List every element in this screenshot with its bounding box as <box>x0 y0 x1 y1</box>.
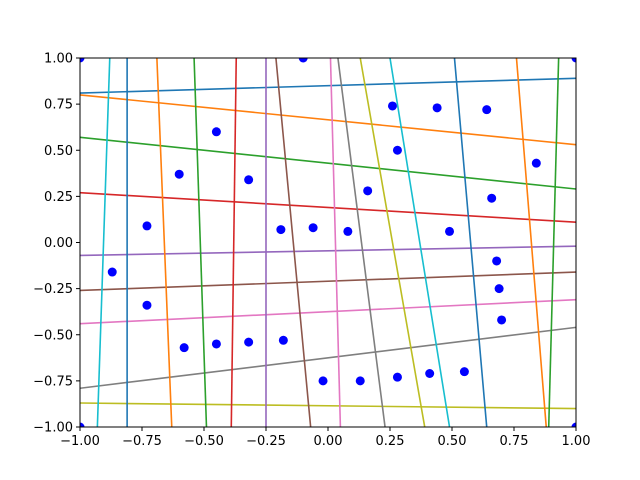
scatter-point <box>244 175 254 185</box>
series-line-17 <box>329 58 342 427</box>
series-line-19 <box>359 58 426 427</box>
scatter-point <box>487 193 497 203</box>
series-line-10 <box>96 58 111 427</box>
scatter-point <box>571 58 576 63</box>
scatter-point <box>244 337 254 347</box>
scatter-point <box>363 186 373 196</box>
scatter-point <box>276 225 286 235</box>
series-line-12 <box>156 58 173 427</box>
y-axis: −1.00 −0.75 −0.50 −0.25 0.00 0.25 0.50 0.75 1.00 <box>33 52 80 436</box>
y-tick-label: 0.75 <box>44 98 73 113</box>
scatter-points <box>80 58 576 427</box>
scatter-point <box>308 223 318 233</box>
scatter-point <box>497 315 507 325</box>
scatter-point <box>355 376 365 386</box>
scatter-point <box>298 58 308 63</box>
series-line-14 <box>230 58 238 427</box>
y-tick-label: 0.25 <box>44 190 73 205</box>
series-line-22 <box>515 58 548 427</box>
x-tick-label: 0.25 <box>376 434 405 449</box>
x-tick-label: −0.25 <box>246 434 286 449</box>
scatter-point <box>482 105 492 115</box>
series-line-20 <box>389 58 451 427</box>
scatter-point <box>80 422 85 427</box>
scatter-point <box>211 339 221 349</box>
y-tick-label: −0.50 <box>33 328 73 343</box>
x-tick-label: 0.75 <box>500 434 529 449</box>
x-tick-label: 0.00 <box>314 434 343 449</box>
series-line-9 <box>80 402 576 410</box>
y-tick-label: 1.00 <box>44 52 73 67</box>
scatter-point <box>459 367 469 377</box>
scatter-point <box>425 368 435 378</box>
y-tick-label: −1.00 <box>33 421 73 436</box>
scatter-point <box>531 158 541 168</box>
series-line-8 <box>80 326 576 390</box>
series-line-16 <box>275 58 312 427</box>
series-line-2 <box>80 94 576 146</box>
y-tick-label: 0.50 <box>44 144 73 159</box>
series-line-1 <box>80 77 576 94</box>
scatter-point <box>211 127 221 137</box>
y-tick-label: −0.25 <box>33 282 73 297</box>
x-tick-label: −0.75 <box>122 434 162 449</box>
scatter-point <box>392 372 402 382</box>
scatter-point <box>432 103 442 113</box>
scatter-point <box>80 58 85 63</box>
series-line-3 <box>80 136 576 190</box>
x-tick-label: −1.00 <box>60 434 100 449</box>
y-tick-label: −0.75 <box>33 374 73 389</box>
x-tick-label: −0.50 <box>184 434 224 449</box>
series-line-7 <box>80 298 576 325</box>
scatter-point <box>387 101 397 111</box>
x-tick-label: 1.00 <box>562 434 591 449</box>
scatter-point <box>142 300 152 310</box>
scatter-point <box>107 267 117 277</box>
x-tick-label: 0.50 <box>438 434 467 449</box>
scatter-point <box>343 226 353 236</box>
series-line-5 <box>80 245 576 257</box>
series-line-6 <box>80 271 576 292</box>
series-line-23 <box>547 58 560 427</box>
x-axis: −1.00 −0.75 −0.50 −0.25 0.00 0.25 0.50 0.75 1.00 <box>60 427 590 449</box>
scatter-point <box>142 221 152 231</box>
scatter-point <box>179 343 189 353</box>
series-lines <box>80 58 576 427</box>
scatter-point <box>278 335 288 345</box>
scatter-point <box>492 256 502 266</box>
scatter-point <box>392 145 402 155</box>
scatter-point <box>174 169 184 179</box>
scatter-point <box>318 376 328 386</box>
series-line-21 <box>453 58 488 427</box>
scatter-point <box>494 284 504 294</box>
scatter-point <box>571 422 576 427</box>
y-tick-label: 0.00 <box>44 236 73 251</box>
series-line-13 <box>193 58 208 427</box>
series-line-18 <box>337 58 386 427</box>
scatter-point <box>445 226 455 236</box>
